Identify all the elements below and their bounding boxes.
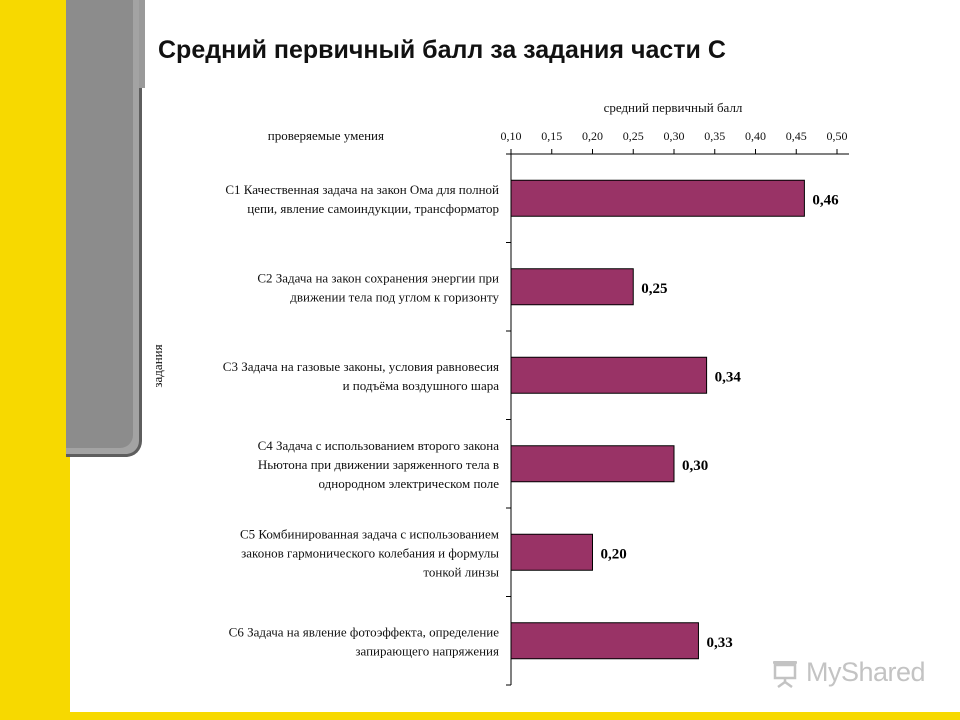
left-accent-band: [0, 0, 70, 720]
category-label: С6 Задача на явление фотоэффекта, опреде…: [229, 624, 500, 639]
category-label: С4 Задача с использованием второго закон…: [258, 438, 500, 453]
watermark: MyShared: [768, 656, 928, 692]
category-label: однородном электрическом поле: [319, 476, 500, 491]
data-label: 0,33: [706, 635, 732, 651]
x-tick-label: 0,50: [827, 129, 848, 143]
category-label: и подъёма воздушного шара: [343, 378, 500, 393]
x-tick-label: 0,20: [582, 129, 603, 143]
data-label: 0,20: [601, 546, 627, 562]
category-label: С1 Качественная задача на закон Ома для …: [225, 182, 499, 197]
x-tick-label: 0,10: [501, 129, 522, 143]
data-label: 0,25: [641, 281, 667, 297]
x-tick-label: 0,40: [745, 129, 766, 143]
category-label: С2 Задача на закон сохранения энергии пр…: [257, 270, 499, 285]
data-label: 0,46: [812, 192, 839, 208]
bar: [510, 533, 593, 571]
category-label: цепи, явление самоиндукции, трансформато…: [247, 201, 499, 216]
bar: [510, 445, 675, 483]
category-label: тонкой линзы: [423, 564, 499, 579]
decorative-gray-strip: [139, 0, 145, 88]
x-tick-label: 0,45: [786, 129, 807, 143]
top-axis-title: средний первичный балл: [604, 100, 743, 115]
bar: [510, 179, 805, 217]
category-header: проверяемые умения: [268, 128, 384, 143]
x-tick-label: 0,30: [664, 129, 685, 143]
category-label: движении тела под углом к горизонту: [290, 289, 499, 304]
bar: [510, 268, 634, 306]
category-label: С5 Комбинированная задача с использовани…: [240, 526, 499, 541]
x-tick-label: 0,25: [623, 129, 644, 143]
category-label: законов гармонического колебания и форму…: [241, 545, 499, 560]
category-label: С3 Задача на газовые законы, условия рав…: [223, 359, 499, 374]
category-label: Ньютона при движении заряженного тела в: [258, 457, 499, 472]
x-tick-label: 0,15: [541, 129, 562, 143]
data-label: 0,34: [715, 369, 742, 385]
decorative-gray-panel: [66, 0, 142, 457]
slide-title: Средний первичный балл за задания части …: [158, 36, 726, 64]
x-tick-label: 0,35: [704, 129, 725, 143]
data-label: 0,30: [682, 458, 708, 474]
category-label: запирающего напряжения: [355, 643, 499, 658]
bar: [510, 622, 699, 660]
bottom-accent-band: [70, 712, 960, 720]
bar: [510, 356, 708, 394]
projector-screen-icon: [773, 661, 797, 688]
watermark-text: MyShared: [806, 657, 926, 687]
y-axis-title: задания: [150, 344, 165, 387]
